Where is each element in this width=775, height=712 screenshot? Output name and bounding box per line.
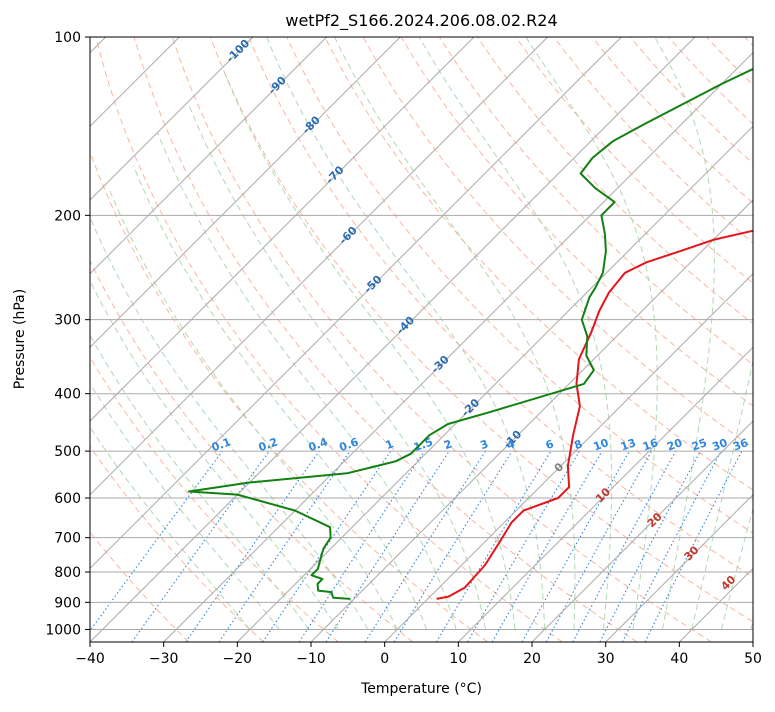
- x-axis-label: Temperature (°C): [360, 681, 482, 697]
- y-tick-label: 400: [54, 387, 81, 403]
- chart-title: wetPf2_S166.2024.206.08.02.R24: [285, 11, 557, 31]
- x-tick-label: −30: [149, 651, 179, 667]
- y-tick-label: 100: [54, 30, 81, 46]
- x-tick-label: 40: [670, 651, 688, 667]
- x-tick-label: 30: [597, 651, 615, 667]
- y-tick-label: 600: [54, 491, 81, 507]
- y-tick-label: 500: [54, 444, 81, 460]
- y-tick-label: 1000: [45, 622, 81, 638]
- x-tick-label: −40: [75, 651, 105, 667]
- y-tick-label: 300: [54, 313, 81, 329]
- x-tick-label: −20: [223, 651, 253, 667]
- x-tick-label: 0: [380, 651, 389, 667]
- x-tick-label: −10: [296, 651, 326, 667]
- x-tick-label: 20: [523, 651, 541, 667]
- y-axis-label: Pressure (hPa): [12, 289, 28, 389]
- x-tick-label: 50: [744, 651, 762, 667]
- x-tick-label: 10: [449, 651, 467, 667]
- y-tick-label: 800: [54, 565, 81, 581]
- y-tick-label: 200: [54, 208, 81, 224]
- y-tick-label: 700: [54, 531, 81, 547]
- y-tick-label: 900: [54, 595, 81, 611]
